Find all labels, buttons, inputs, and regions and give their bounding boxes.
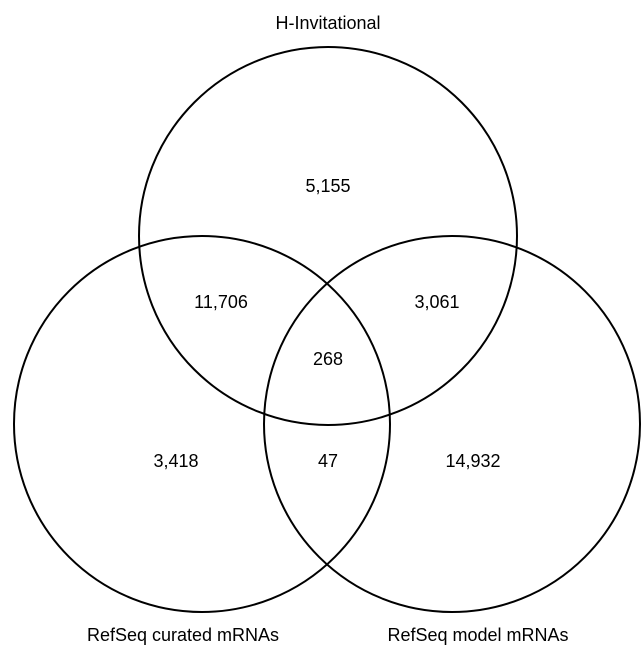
region-count: 268 (313, 349, 343, 369)
region-count: 5,155 (305, 176, 350, 196)
region-count: 3,061 (414, 292, 459, 312)
region-count: 47 (318, 451, 338, 471)
set-circle (13, 235, 391, 613)
region-count: 14,932 (445, 451, 500, 471)
set-label: H-Invitational (275, 13, 380, 33)
set-label: RefSeq model mRNAs (387, 625, 568, 645)
set-label: RefSeq curated mRNAs (87, 625, 279, 645)
set-circle (263, 235, 641, 613)
region-count: 11,706 (194, 292, 248, 312)
set-circle (138, 46, 518, 426)
region-count: 3,418 (153, 451, 198, 471)
